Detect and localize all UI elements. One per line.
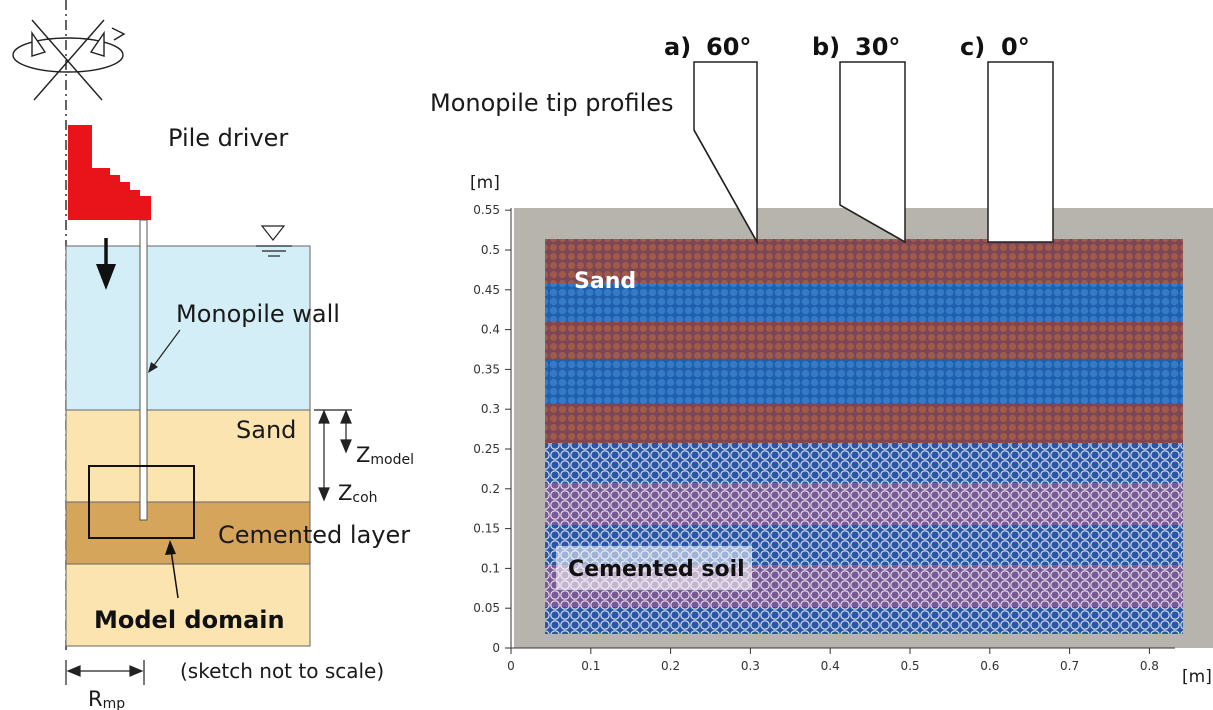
y-unit-label: [m] bbox=[470, 173, 500, 193]
cemented-bond-network bbox=[545, 443, 1183, 634]
tip-profiles-label: Monopile tip profiles bbox=[430, 89, 674, 117]
wall-pointer-line bbox=[151, 329, 181, 369]
driving-direction-arrow-icon bbox=[96, 238, 116, 290]
z-model-label: Zmodel bbox=[356, 443, 414, 468]
radius-dimension bbox=[65, 660, 145, 685]
y-tick-label: 0.5 bbox=[481, 243, 500, 257]
model-domain-label: Model domain bbox=[94, 606, 285, 634]
water-level-icon bbox=[256, 225, 292, 257]
cemented-layer-label: Cemented layer bbox=[218, 521, 410, 549]
sand-band-3-grains bbox=[545, 321, 1183, 359]
y-tick-label: 0 bbox=[492, 641, 500, 655]
sand-layer bbox=[65, 409, 311, 503]
y-tick-label: 0.45 bbox=[473, 283, 500, 297]
z-coh-subscript: coh bbox=[352, 490, 377, 506]
sand-band-2-grains bbox=[545, 283, 1183, 321]
tip-0-profile bbox=[987, 61, 1054, 243]
cemented-label-bg bbox=[556, 546, 752, 590]
pile-driver-shape bbox=[68, 125, 151, 220]
tip-30-bevel bbox=[839, 204, 906, 243]
x-tick-label: 0.6 bbox=[980, 659, 999, 673]
tip-a-letter: a) bbox=[664, 33, 691, 61]
depth-dimensions bbox=[314, 409, 352, 502]
model-domain-pointer bbox=[170, 549, 179, 599]
y-tick-label: 0.35 bbox=[473, 362, 500, 376]
y-tick-label: 0.15 bbox=[473, 522, 500, 536]
x-tick-label: 0 bbox=[507, 659, 515, 673]
x-tick-group: 0 0.1 0.2 0.3 0.4 0.5 0.6 0.7 0.8 bbox=[507, 648, 1159, 673]
y-tick-label: 0.25 bbox=[473, 442, 500, 456]
tip-b-letter: b) bbox=[812, 33, 840, 61]
y-tick-label: 0.4 bbox=[481, 323, 500, 337]
rotation-symbol-icon bbox=[12, 19, 126, 101]
r-mp-symbol: R bbox=[88, 687, 103, 710]
model-cemented-label: Cemented soil bbox=[568, 557, 745, 582]
monopile-tips bbox=[693, 61, 1054, 245]
z-model-symbol: Z bbox=[356, 443, 370, 467]
lower-sand-layer bbox=[65, 563, 311, 647]
y-tick-label: 0.05 bbox=[473, 601, 500, 615]
x-tick-label: 0.4 bbox=[821, 659, 840, 673]
model-sand-label: Sand bbox=[574, 269, 636, 294]
tip-b-angle: 30° bbox=[855, 33, 900, 61]
z-coh-symbol: Z bbox=[338, 481, 352, 505]
sketch-panel: Pile driver Monopile wall Sand Cemented … bbox=[12, 0, 414, 710]
x-tick-label: 0.8 bbox=[1140, 659, 1159, 673]
tip-a-angle: 60° bbox=[706, 33, 751, 61]
model-domain-box bbox=[88, 465, 195, 539]
sketch-sand-label: Sand bbox=[236, 416, 296, 444]
x-tick-label: 0.5 bbox=[900, 659, 919, 673]
model-panel: 0 0.05 0.1 0.15 0.2 0.25 0.3 0.35 0.4 0.45 0.5 0.55… bbox=[430, 33, 1213, 687]
x-tick-label: 0.3 bbox=[741, 659, 760, 673]
r-mp-subscript: mp bbox=[103, 696, 126, 710]
tip-c-angle: 0° bbox=[1001, 33, 1030, 61]
sand-band-5-grains bbox=[545, 403, 1183, 443]
sketch-note: (sketch not to scale) bbox=[180, 659, 384, 683]
z-coh-label: Zcoh bbox=[338, 481, 378, 506]
x-tick-label: 0.1 bbox=[581, 659, 600, 673]
tip-c-letter: c) bbox=[960, 33, 985, 61]
y-tick-label: 0.55 bbox=[473, 203, 500, 217]
y-tick-label: 0.3 bbox=[481, 402, 500, 416]
pile-driver-label: Pile driver bbox=[168, 124, 288, 152]
r-mp-label: Rmp bbox=[88, 687, 125, 710]
y-tick-label: 0.1 bbox=[481, 561, 500, 575]
x-tick-label: 0.2 bbox=[661, 659, 680, 673]
monopile bbox=[139, 219, 148, 521]
y-tick-label: 0.2 bbox=[481, 482, 500, 496]
y-tick-group: 0 0.05 0.1 0.15 0.2 0.25 0.3 0.35 0.4 0.45 0.5 0.55 bbox=[473, 203, 511, 655]
tip-60-bevel bbox=[693, 129, 758, 243]
z-model-subscript: model bbox=[370, 452, 414, 468]
x-unit-label: [m] bbox=[1182, 667, 1212, 687]
x-tick-label: 0.7 bbox=[1060, 659, 1079, 673]
sand-band-1-grains bbox=[545, 239, 1183, 283]
monopile-wall-label: Monopile wall bbox=[176, 300, 340, 328]
sand-band-4-grains bbox=[545, 359, 1183, 403]
